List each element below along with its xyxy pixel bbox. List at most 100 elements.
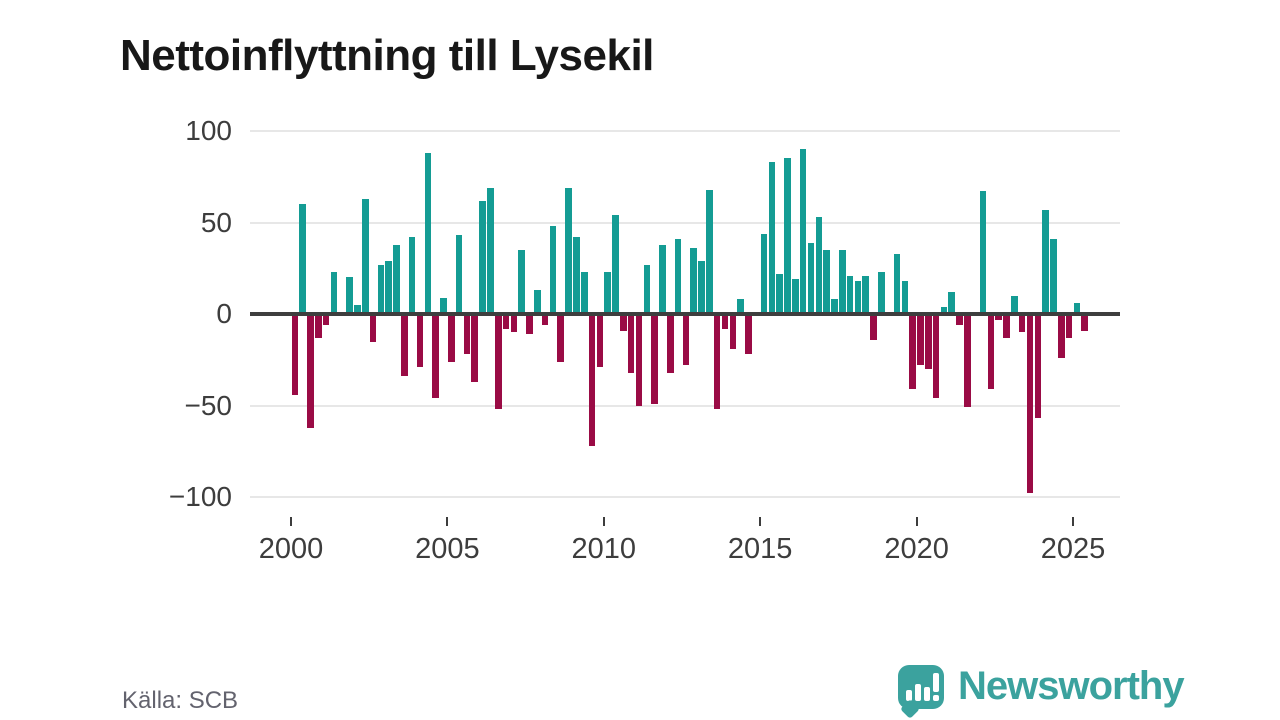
bar-positive — [424, 153, 432, 314]
bar-positive — [573, 237, 580, 314]
gridline — [250, 221, 1120, 224]
bar-positive — [455, 235, 463, 314]
bar-positive — [690, 248, 697, 314]
bar-positive — [948, 292, 956, 314]
bar-positive — [393, 244, 400, 314]
bar-positive — [354, 304, 361, 314]
bar-positive — [612, 215, 619, 314]
bar-positive — [792, 279, 799, 314]
bar-negative — [1065, 314, 1073, 338]
bar-positive — [901, 281, 909, 314]
bar-negative — [502, 314, 510, 329]
y-axis-label: −50 — [184, 389, 233, 421]
gridline — [250, 496, 1120, 498]
bar-positive — [768, 162, 776, 314]
bar-negative — [1057, 314, 1065, 358]
bar-negative — [682, 314, 690, 366]
bar-positive — [580, 271, 588, 314]
bar-positive — [518, 250, 525, 314]
bar-negative — [322, 314, 330, 325]
bar-negative — [995, 314, 1002, 320]
gridline — [250, 130, 1120, 132]
x-axis-label: 2000 — [258, 533, 324, 565]
logo-exclamation-icon — [933, 673, 939, 692]
bar-positive — [862, 275, 870, 314]
bar-negative — [932, 314, 940, 399]
brand-name: Newsworthy — [958, 664, 1185, 708]
bar-negative — [596, 314, 604, 368]
bar-positive — [479, 200, 486, 314]
bar-positive — [385, 260, 393, 314]
x-axis-label: 2015 — [727, 533, 793, 565]
bar-positive — [784, 158, 791, 314]
bar-positive — [737, 299, 744, 314]
chart-title: Nettoinflyttning till Lysekil — [120, 31, 654, 81]
bar-positive — [377, 264, 385, 314]
bar-negative — [494, 314, 502, 410]
y-axis-label: 0 — [216, 298, 232, 329]
bar-positive — [487, 187, 494, 314]
bar-negative — [291, 314, 299, 395]
bar-positive — [839, 250, 846, 314]
bar-positive — [979, 191, 987, 314]
bar-positive — [408, 237, 416, 314]
bar-negative — [627, 314, 635, 373]
bar-negative — [1034, 314, 1042, 419]
bar-negative — [315, 314, 322, 338]
x-axis-label: 2025 — [1040, 533, 1106, 565]
bar-positive — [565, 187, 572, 314]
bar-positive — [1050, 239, 1057, 314]
logo-exclamation-dot-icon — [933, 695, 939, 701]
bar-positive — [878, 271, 885, 314]
bar-negative — [471, 314, 479, 382]
plot-area — [250, 130, 1120, 498]
bar-negative — [369, 314, 377, 342]
y-axis-label: 50 — [200, 206, 232, 238]
bar-negative — [909, 314, 916, 389]
bar-positive — [854, 281, 862, 314]
bar-negative — [541, 314, 549, 325]
x-axis-label: 2020 — [884, 533, 949, 565]
bar-negative — [1003, 314, 1010, 338]
x-axis-tick — [290, 517, 292, 526]
bar-negative — [588, 314, 596, 446]
bar-negative — [870, 314, 877, 340]
x-axis-label: 2010 — [571, 533, 637, 565]
source-note: Källa: SCB — [122, 687, 239, 714]
bar-positive — [440, 297, 447, 314]
bar-positive — [760, 233, 768, 314]
bar-positive — [643, 264, 651, 314]
bar-negative — [1081, 314, 1088, 331]
bar-negative — [745, 314, 752, 355]
bar-positive — [659, 244, 666, 314]
x-axis-tick — [759, 517, 762, 526]
bar-positive — [1073, 303, 1081, 314]
bar-negative — [956, 314, 963, 325]
bar-positive — [361, 198, 369, 314]
bar-positive — [823, 250, 830, 314]
bar-positive — [1042, 209, 1049, 314]
bar-negative — [917, 314, 924, 366]
x-axis-tick — [602, 517, 605, 526]
y-axis-label: 100 — [185, 115, 232, 146]
logo-bar-icon — [906, 690, 912, 701]
bar-negative — [557, 314, 565, 362]
bar-negative — [635, 314, 643, 406]
bar-negative — [925, 314, 932, 369]
bar-positive — [330, 271, 338, 314]
bar-positive — [831, 299, 838, 314]
logo-bar-icon — [915, 684, 921, 701]
bar-positive — [776, 273, 784, 314]
zero-axis-line — [250, 312, 1120, 316]
bar-negative — [713, 314, 721, 410]
newsworthy-logo: Newsworthy — [898, 664, 1185, 720]
bar-positive — [674, 239, 682, 314]
x-axis-label: 2005 — [415, 533, 480, 565]
bar-negative — [1018, 314, 1026, 333]
bar-negative — [987, 314, 995, 389]
bar-positive — [893, 253, 901, 314]
bar-negative — [401, 314, 408, 377]
bar-negative — [416, 314, 424, 368]
bar-negative — [1026, 314, 1034, 494]
